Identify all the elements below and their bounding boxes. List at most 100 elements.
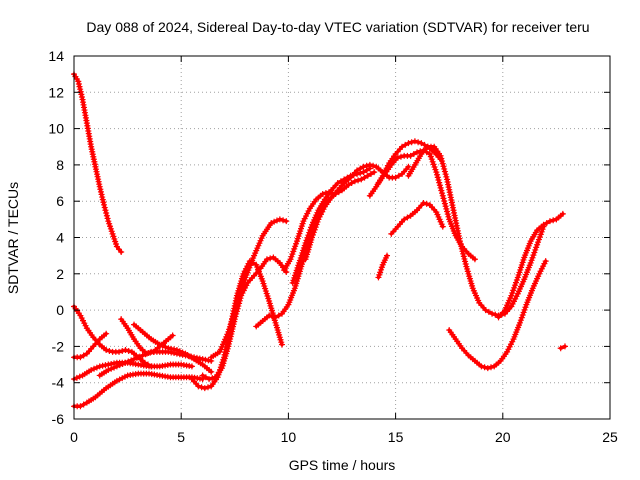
data-point <box>404 214 411 221</box>
series-arc-3 <box>71 330 110 361</box>
data-point <box>273 217 280 224</box>
data-point <box>143 350 150 357</box>
data-point <box>358 176 365 183</box>
data-point <box>91 365 98 372</box>
data-point <box>202 374 209 381</box>
data-point <box>439 158 446 165</box>
data-point <box>443 205 450 212</box>
data-point <box>394 154 401 161</box>
data-point <box>113 377 120 384</box>
data-point <box>484 365 491 372</box>
data-point <box>411 138 418 145</box>
data-point <box>485 308 492 315</box>
x-tick-label: 10 <box>281 429 297 445</box>
data-point <box>361 174 368 181</box>
data-point <box>208 368 215 375</box>
data-point <box>414 149 421 156</box>
data-point <box>76 373 83 380</box>
data-point <box>543 219 550 226</box>
data-point <box>105 361 112 368</box>
series-trace <box>209 217 289 360</box>
data-point <box>540 221 547 228</box>
x-tick-label: 15 <box>388 429 404 445</box>
data-point <box>201 385 208 392</box>
data-point <box>418 140 425 147</box>
data-point <box>168 345 175 352</box>
data-point <box>119 375 126 382</box>
data-point <box>118 249 125 256</box>
y-tick-label: 4 <box>56 230 64 246</box>
data-point <box>401 216 408 223</box>
data-point <box>366 161 373 168</box>
data-point <box>542 258 549 265</box>
data-point <box>80 352 87 359</box>
data-point <box>125 347 132 354</box>
data-point <box>106 347 113 354</box>
data-point <box>196 355 203 362</box>
data-point <box>136 353 143 360</box>
data-point <box>101 201 108 208</box>
data-point <box>434 171 441 178</box>
data-point <box>444 208 451 215</box>
data-point <box>384 252 391 259</box>
data-point <box>199 356 206 363</box>
data-point <box>271 218 278 225</box>
data-point <box>442 171 449 178</box>
series-arc-13 <box>281 169 378 274</box>
data-point <box>156 341 163 348</box>
x-tick-label: 25 <box>602 429 618 445</box>
data-point <box>395 172 402 179</box>
data-point <box>405 163 412 170</box>
data-point <box>116 376 123 383</box>
series-arc-20 <box>388 200 446 237</box>
data-point <box>439 160 446 167</box>
grid <box>74 56 610 419</box>
data-point <box>439 190 446 197</box>
data-point <box>122 359 129 366</box>
y-tick-label: 2 <box>56 266 64 282</box>
data-point <box>96 363 103 370</box>
y-tick-label: 14 <box>48 48 64 64</box>
data-point <box>206 376 213 383</box>
data-point <box>444 211 451 218</box>
data-point <box>267 255 274 262</box>
data-point <box>437 152 444 159</box>
data-point <box>559 210 566 217</box>
data-point <box>205 357 212 364</box>
data-point <box>392 174 399 181</box>
data-point <box>433 169 440 176</box>
data-point <box>202 356 209 363</box>
y-tick-label: 6 <box>56 193 64 209</box>
data-point <box>283 218 290 225</box>
data-point <box>101 204 108 211</box>
data-point <box>440 195 447 202</box>
data-point <box>111 364 118 371</box>
data-point <box>275 312 282 319</box>
data-point <box>104 215 111 222</box>
data-point <box>103 330 110 337</box>
y-axis-title: SDTVAR / TECUs <box>5 182 21 294</box>
data-point <box>423 200 430 207</box>
data-point <box>442 203 449 210</box>
data-point <box>119 347 126 354</box>
data-point <box>128 357 135 364</box>
data-point <box>440 163 447 170</box>
data-point <box>278 341 285 348</box>
data-point <box>441 200 448 207</box>
series-arc-2 <box>71 303 155 370</box>
data-point <box>116 348 123 355</box>
data-point <box>370 162 377 169</box>
data-point <box>439 223 446 230</box>
data-point <box>492 311 499 318</box>
data-point <box>147 349 154 356</box>
data-point <box>550 217 557 224</box>
y-tick-label: -6 <box>52 411 65 427</box>
x-tick-label: 20 <box>495 429 511 445</box>
x-tick-label: 0 <box>70 429 78 445</box>
data-point <box>122 347 129 354</box>
data-point <box>441 165 448 172</box>
data-point <box>410 151 417 158</box>
data-point <box>471 256 478 263</box>
data-point <box>478 363 485 370</box>
